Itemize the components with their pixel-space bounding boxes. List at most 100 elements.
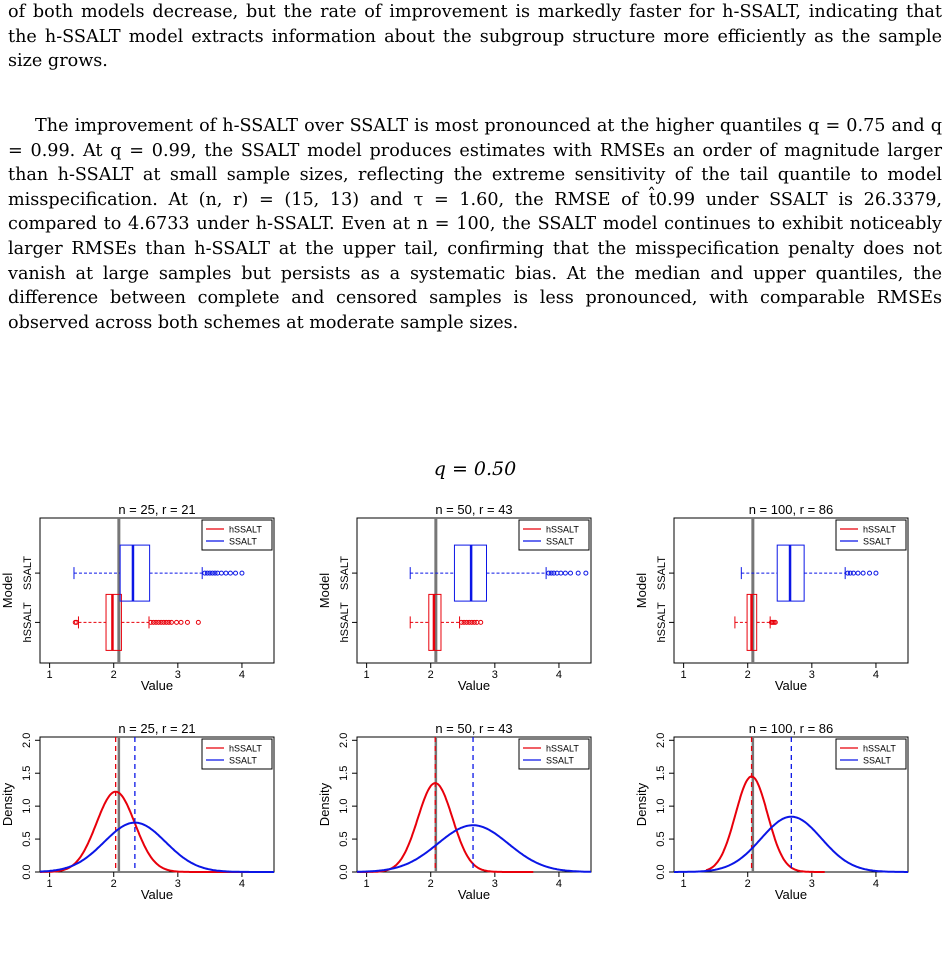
legend-box (835, 519, 907, 551)
outlier-point (212, 570, 218, 576)
legend-label-hSSALT: hSSALT (546, 525, 579, 535)
box-SSALT (409, 544, 589, 602)
x-tick-label: 1 (364, 669, 370, 681)
x-tick-label: 1 (681, 669, 687, 681)
boxplot-panel-1: n = 25, r = 211 2 3 4ValueModelhSSALTSSALTh… (0, 502, 275, 693)
x-axis-label: Value (775, 678, 807, 693)
y-tick-label: 1.0 (21, 798, 33, 813)
box-hSSALT (72, 593, 201, 651)
outlier-point (546, 570, 552, 576)
outlier-point (153, 619, 159, 625)
outlier-point (174, 619, 180, 625)
panel-title: n = 50, r = 43 (435, 721, 512, 736)
y-tick-label: 0.5 (338, 831, 350, 846)
x-tick-label: 4 (239, 669, 245, 681)
x-tick-label: 2 (428, 878, 434, 890)
outlier-point (148, 619, 154, 625)
legend-box (518, 519, 590, 551)
y-tick-label: 2.0 (338, 733, 350, 748)
legend: hSSALT SSALT (835, 738, 907, 770)
y-axis-label: Model (634, 573, 649, 609)
legend: hSSALT SSALT (835, 519, 907, 551)
x-tick-label: 3 (809, 669, 815, 681)
x-axis-label: Value (458, 678, 490, 693)
box-iqr (119, 544, 151, 602)
density-curve-hSSALT (40, 790, 274, 873)
density-panel-1: n = 25, r = 211 2 3 4ValueDensity0.00.51.01… (0, 721, 275, 902)
outlier-point (867, 570, 873, 576)
plot-frame (39, 517, 275, 664)
plot-frame (356, 517, 592, 664)
legend-label-SSALT: SSALT (546, 756, 574, 766)
outlier-point (166, 619, 172, 625)
boxplot-panel-3: n = 100, r = 86 1 2 3 4 Value Model hSSALT SSALT… (634, 502, 909, 693)
x-tick-label: 3 (809, 878, 815, 890)
legend-label-hSSALT: hSSALT (863, 744, 896, 754)
y-category-label: hSSALT (22, 602, 34, 642)
panel-title: n = 100, r = 86 (749, 721, 834, 736)
y-axis-label: Model (0, 573, 15, 609)
x-tick-label: 2 (111, 669, 117, 681)
plot-frame (673, 517, 909, 664)
figure: n = 25, r = 211 2 3 4ValueModelhSSALTSSALTh… (0, 502, 909, 902)
outlier-point (207, 570, 213, 576)
legend-label-hSSALT: hSSALT (863, 525, 896, 535)
outlier-point (158, 619, 164, 625)
panel-title: n = 25, r = 21 (118, 502, 195, 517)
outlier-point (461, 619, 467, 625)
outlier-point (873, 570, 879, 576)
x-tick-label: 4 (873, 878, 879, 890)
outlier-point (163, 619, 169, 625)
y-axis-label: Density (317, 782, 332, 826)
y-tick-label: 2.0 (655, 733, 667, 748)
x-tick-label: 3 (175, 878, 181, 890)
outlier-point (161, 619, 167, 625)
outlier-point (471, 619, 477, 625)
legend: hSSALT SSALT (201, 738, 273, 770)
y-tick-label: 1.5 (655, 766, 667, 781)
density-curve-SSALT (674, 815, 908, 873)
box-SSALT (73, 544, 245, 602)
legend-label-SSALT: SSALT (229, 537, 257, 547)
x-axis-label: Value (141, 887, 173, 902)
outlier-point (567, 570, 573, 576)
plot-frame (39, 736, 275, 873)
x-tick-label: 4 (873, 669, 879, 681)
y-category-label: hSSALT (656, 602, 668, 642)
outlier-point (168, 619, 174, 625)
x-tick-label: 2 (745, 669, 751, 681)
outlier-point (204, 570, 210, 576)
y-tick-label: 1.5 (21, 766, 33, 781)
x-tick-label: 2 (428, 669, 434, 681)
panel-title: n = 50, r = 43 (435, 502, 512, 517)
y-tick-label: 0.5 (655, 831, 667, 846)
y-tick-label: 0.0 (338, 864, 350, 879)
x-axis-label: Value (141, 678, 173, 693)
density-curve-hSSALT (705, 775, 825, 873)
legend-label-SSALT: SSALT (229, 756, 257, 766)
outlier-point (548, 570, 554, 576)
x-tick-label: 3 (492, 669, 498, 681)
x-tick-label: 4 (556, 669, 562, 681)
x-axis-label: Value (458, 887, 490, 902)
x-tick-label: 1 (47, 669, 53, 681)
x-tick-label: 2 (745, 878, 751, 890)
y-axis-label: Density (0, 782, 15, 826)
density-panel-2: n = 50, r = 43 1 2 3 4 Value Density 0.0 0.5 1.0 1… (317, 721, 592, 902)
outlier-point (855, 570, 861, 576)
y-tick-label: 1.0 (655, 798, 667, 813)
legend-box (201, 519, 273, 551)
outlier-point (184, 619, 190, 625)
y-axis-label: Density (634, 782, 649, 826)
y-tick-label: 1.5 (338, 766, 350, 781)
y-tick-label: 0.0 (655, 864, 667, 879)
outlier-point (202, 570, 208, 576)
outlier-point (860, 570, 866, 576)
x-tick-label: 1 (47, 878, 53, 890)
outlier-point (239, 570, 245, 576)
outlier-point (156, 619, 162, 625)
paragraph-1: of both models decrease, but the rate of… (8, 2, 942, 72)
legend-label-hSSALT: hSSALT (229, 525, 262, 535)
outlier-point (233, 570, 239, 576)
y-category-label: hSSALT (339, 602, 351, 642)
